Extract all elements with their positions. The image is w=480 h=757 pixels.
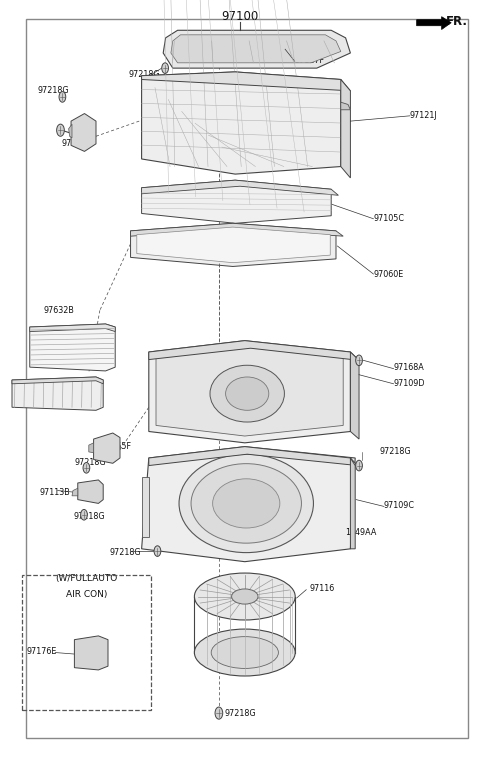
FancyBboxPatch shape	[26, 19, 468, 738]
Text: 97125F: 97125F	[61, 139, 91, 148]
Ellipse shape	[226, 377, 269, 410]
Text: 97218G: 97218G	[109, 548, 141, 557]
Circle shape	[59, 92, 66, 102]
Circle shape	[81, 509, 87, 520]
Polygon shape	[30, 324, 115, 371]
Polygon shape	[89, 443, 94, 453]
Text: 97218G: 97218G	[225, 709, 256, 718]
Polygon shape	[142, 447, 355, 562]
Text: 97105C: 97105C	[373, 213, 405, 223]
Ellipse shape	[191, 463, 301, 544]
Text: 97060E: 97060E	[373, 269, 404, 279]
Ellipse shape	[194, 629, 295, 676]
Text: 97218G: 97218G	[129, 70, 160, 79]
Ellipse shape	[194, 573, 295, 620]
Text: 97218G: 97218G	[74, 458, 106, 467]
Text: 97218G: 97218G	[37, 86, 69, 95]
Text: FR.: FR.	[445, 14, 468, 28]
Ellipse shape	[179, 454, 313, 553]
Circle shape	[154, 546, 161, 556]
Polygon shape	[149, 341, 359, 360]
Text: 97632B: 97632B	[43, 306, 74, 315]
Polygon shape	[131, 223, 343, 236]
Text: 97218G: 97218G	[379, 447, 411, 456]
Text: 1349AA: 1349AA	[346, 528, 377, 537]
Polygon shape	[74, 636, 108, 670]
Polygon shape	[94, 433, 120, 463]
Ellipse shape	[213, 478, 280, 528]
Text: AIR CON): AIR CON)	[66, 590, 107, 600]
Circle shape	[215, 707, 223, 719]
Polygon shape	[163, 30, 350, 68]
Polygon shape	[142, 180, 338, 195]
Polygon shape	[417, 17, 451, 30]
Polygon shape	[72, 488, 78, 496]
Polygon shape	[12, 377, 103, 410]
Polygon shape	[142, 477, 149, 537]
Circle shape	[162, 63, 168, 73]
Polygon shape	[12, 377, 103, 384]
Text: 97176E: 97176E	[26, 646, 57, 656]
Ellipse shape	[232, 589, 258, 604]
Polygon shape	[142, 72, 350, 91]
Text: 97168A: 97168A	[394, 363, 424, 372]
Text: 97620C: 97620C	[26, 395, 58, 404]
Text: 97116: 97116	[310, 584, 335, 593]
Polygon shape	[131, 223, 336, 266]
Polygon shape	[30, 324, 115, 332]
Text: 97218G: 97218G	[73, 512, 105, 521]
Circle shape	[356, 355, 362, 366]
Polygon shape	[156, 347, 343, 436]
Text: 97100: 97100	[221, 10, 259, 23]
Circle shape	[83, 463, 90, 473]
Ellipse shape	[210, 366, 284, 422]
Text: 97109C: 97109C	[384, 501, 415, 510]
Circle shape	[57, 124, 64, 136]
Polygon shape	[142, 180, 331, 223]
Polygon shape	[78, 480, 103, 503]
Text: (W/FULLAUTO: (W/FULLAUTO	[55, 574, 118, 583]
Circle shape	[356, 460, 362, 471]
Text: 97127F: 97127F	[295, 56, 324, 65]
Text: 97155F: 97155F	[102, 442, 132, 451]
Polygon shape	[149, 341, 350, 443]
Polygon shape	[350, 352, 359, 439]
Polygon shape	[149, 447, 358, 466]
Polygon shape	[171, 35, 341, 63]
Text: 97113B: 97113B	[40, 488, 71, 497]
Polygon shape	[71, 114, 96, 151]
Text: 97121J: 97121J	[410, 111, 438, 120]
Ellipse shape	[211, 637, 278, 668]
Polygon shape	[341, 102, 350, 110]
Polygon shape	[142, 72, 341, 174]
Polygon shape	[137, 227, 330, 263]
Polygon shape	[69, 124, 72, 138]
Polygon shape	[341, 79, 350, 178]
Polygon shape	[350, 458, 355, 549]
Text: 97109D: 97109D	[394, 379, 425, 388]
